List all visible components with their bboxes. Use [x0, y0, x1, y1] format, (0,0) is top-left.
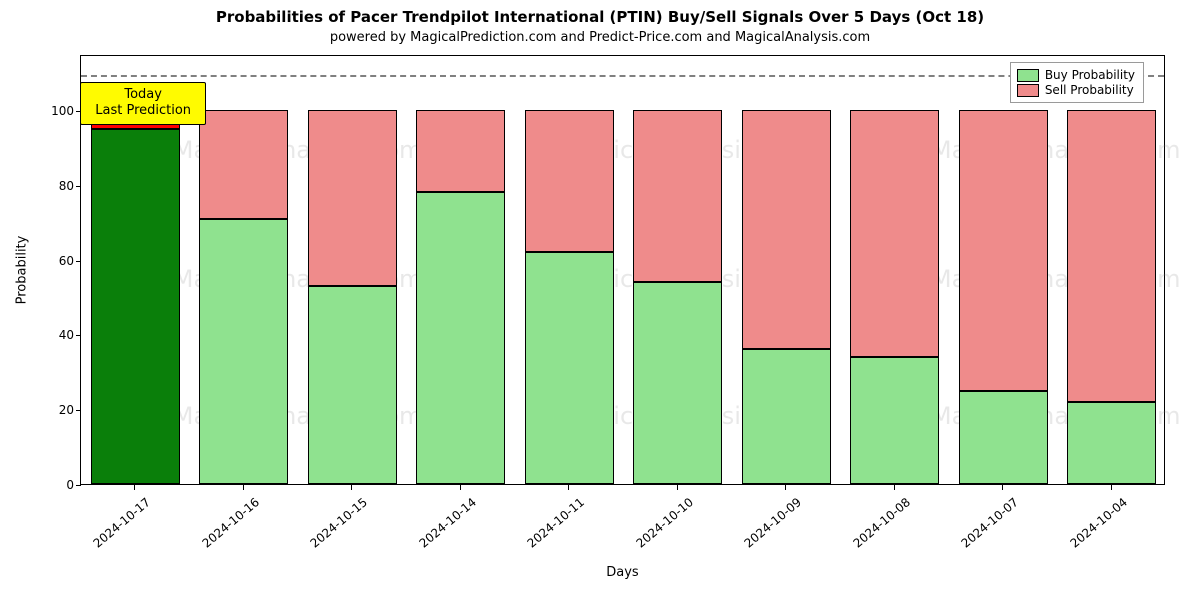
bar-group — [1067, 54, 1156, 484]
legend: Buy Probability Sell Probability — [1010, 62, 1144, 103]
x-tick-label: 2024-10-17 — [83, 495, 153, 557]
y-tick-mark — [76, 335, 81, 336]
bar-group — [742, 54, 831, 484]
x-tick-mark — [894, 485, 895, 490]
bar-segment-buy — [633, 282, 722, 484]
legend-swatch-buy — [1017, 69, 1039, 82]
bar-group — [308, 54, 397, 484]
bar-segment-sell — [1067, 110, 1156, 402]
x-tick-mark — [351, 485, 352, 490]
bar-segment-sell — [308, 110, 397, 286]
bar-segment-sell — [633, 110, 722, 282]
bar-group — [525, 54, 614, 484]
bar-group — [416, 54, 505, 484]
bar-segment-sell — [525, 110, 614, 252]
y-tick-mark — [76, 261, 81, 262]
bar-segment-sell — [416, 110, 505, 192]
bar-segment-sell — [742, 110, 831, 349]
y-tick-label: 0 — [34, 478, 74, 492]
y-tick-mark — [76, 410, 81, 411]
y-tick-label: 20 — [34, 403, 74, 417]
x-tick-label: 2024-10-04 — [1059, 495, 1129, 557]
bar-segment-buy — [199, 219, 288, 484]
callout-line-2: Last Prediction — [95, 103, 191, 119]
chart-title: Probabilities of Pacer Trendpilot Intern… — [0, 8, 1200, 26]
bar-group — [850, 54, 939, 484]
x-tick-label: 2024-10-15 — [300, 495, 370, 557]
x-axis-label: Days — [80, 565, 1165, 580]
bar-segment-sell — [199, 110, 288, 218]
bar-segment-buy — [959, 391, 1048, 484]
x-tick-label: 2024-10-16 — [191, 495, 261, 557]
bar-segment-buy — [416, 192, 505, 484]
callout-line-1: Today — [95, 87, 191, 103]
bar-segment-buy — [91, 129, 180, 484]
bar-segment-buy — [1067, 402, 1156, 484]
x-tick-mark — [460, 485, 461, 490]
y-tick-label: 40 — [34, 328, 74, 342]
chart-subtitle: powered by MagicalPrediction.com and Pre… — [0, 30, 1200, 45]
x-tick-label: 2024-10-11 — [517, 495, 587, 557]
legend-item-sell: Sell Probability — [1017, 83, 1135, 97]
x-tick-label: 2024-10-14 — [408, 495, 478, 557]
x-tick-label: 2024-10-07 — [951, 495, 1021, 557]
x-tick-mark — [568, 485, 569, 490]
x-tick-mark — [785, 485, 786, 490]
bars-layer — [81, 56, 1164, 484]
legend-item-buy: Buy Probability — [1017, 68, 1135, 82]
bar-segment-buy — [308, 286, 397, 484]
threshold-line — [81, 75, 1164, 77]
bar-group — [633, 54, 722, 484]
x-tick-mark — [1002, 485, 1003, 490]
x-tick-mark — [677, 485, 678, 490]
bar-segment-buy — [850, 357, 939, 484]
y-tick-mark — [76, 111, 81, 112]
bar-segment-sell — [850, 110, 939, 357]
bar-group — [199, 54, 288, 484]
legend-label-sell: Sell Probability — [1045, 83, 1134, 97]
plot-area: MagicalAnalysis.comMagicalAnalysis.comMa… — [80, 55, 1165, 485]
x-tick-label: 2024-10-08 — [842, 495, 912, 557]
legend-label-buy: Buy Probability — [1045, 68, 1135, 82]
y-axis-label: Probability — [15, 236, 30, 305]
x-tick-mark — [243, 485, 244, 490]
today-callout: Today Last Prediction — [80, 82, 206, 125]
bar-group — [959, 54, 1048, 484]
y-tick-label: 60 — [34, 254, 74, 268]
y-tick-mark — [76, 186, 81, 187]
y-tick-label: 80 — [34, 179, 74, 193]
bar-segment-buy — [742, 349, 831, 484]
x-tick-label: 2024-10-09 — [734, 495, 804, 557]
legend-swatch-sell — [1017, 84, 1039, 97]
x-tick-label: 2024-10-10 — [625, 495, 695, 557]
x-tick-mark — [1111, 485, 1112, 490]
bar-segment-sell — [959, 110, 1048, 390]
bar-segment-buy — [525, 252, 614, 484]
y-tick-mark — [76, 485, 81, 486]
y-tick-label: 100 — [34, 104, 74, 118]
x-tick-mark — [134, 485, 135, 490]
